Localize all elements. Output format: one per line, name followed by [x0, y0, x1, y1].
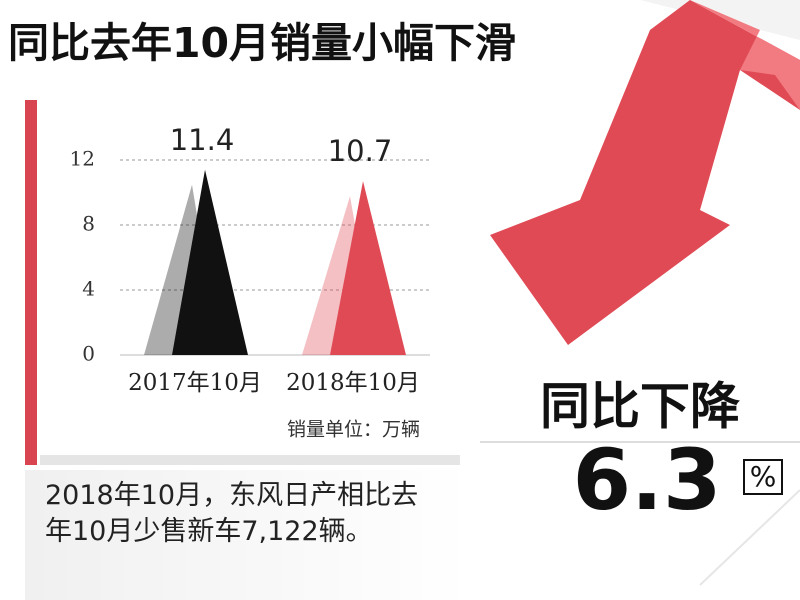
arrow-highlight [690, 0, 800, 110]
x-tick-label: 2017年10月 [128, 370, 262, 396]
x-tick-label: 2018年10月 [286, 370, 420, 396]
y-tick-label: 0 [82, 342, 95, 366]
bar [330, 181, 406, 355]
accent-bar [25, 100, 37, 465]
caption-box [25, 470, 470, 600]
callout-value: 6.3 [573, 431, 722, 529]
y-tick-label: 4 [82, 277, 95, 301]
chart: 0 4 8 12 2017年10月 11.4 2018年10月 10.7 销量单位：万辆 [70, 123, 430, 441]
value-label: 11.4 [170, 123, 235, 157]
decoration-line [699, 489, 800, 586]
y-tick-label: 8 [82, 212, 95, 236]
unit-note: 销量单位：万辆 [287, 419, 420, 441]
y-tick-label: 12 [70, 147, 95, 171]
chart-panel [40, 100, 460, 465]
bar [172, 169, 248, 355]
callout-label: 同比下降 [540, 378, 740, 436]
callout-unit: % [750, 460, 777, 493]
caption: 2018年10月，东风日产相比去年10月少售新车7,122辆。 [45, 480, 419, 547]
arrow [490, 0, 800, 345]
title: 同比去年10月销量小幅下滑 [8, 19, 516, 67]
value-label: 10.7 [328, 134, 393, 168]
caption-container: 2018年10月，东风日产相比去年10月少售新车7,122辆。 [45, 480, 419, 547]
panel-shadow [40, 455, 460, 465]
unit-box [743, 459, 783, 495]
